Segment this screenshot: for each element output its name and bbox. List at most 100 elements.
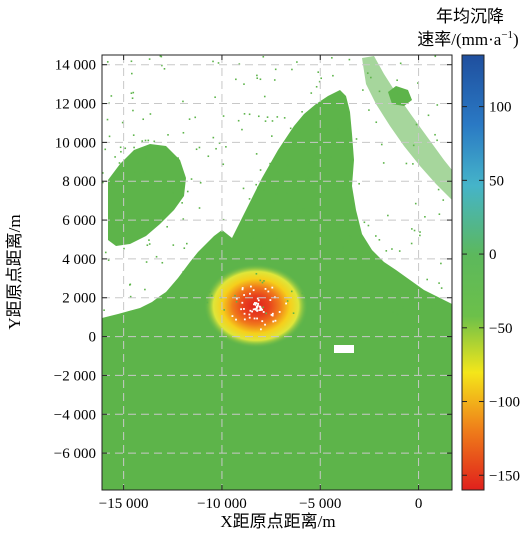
speckle-point <box>118 162 121 164</box>
speckle-point <box>249 309 252 312</box>
speckle-point <box>177 157 179 159</box>
speckle-point <box>298 131 301 134</box>
data-coverage-region <box>108 144 186 246</box>
speckle-point <box>261 320 264 323</box>
speckle-point <box>249 292 251 295</box>
speckle-point <box>243 113 246 115</box>
speckle-point <box>273 200 276 203</box>
speckle-point <box>313 159 315 162</box>
speckle-point <box>274 68 277 71</box>
speckle-point <box>145 261 148 263</box>
speckle-point <box>248 198 251 200</box>
speckle-point <box>160 55 163 58</box>
speckle-point <box>114 156 116 158</box>
speckle-point <box>315 85 318 88</box>
speckle-point <box>134 183 137 186</box>
speckle-point <box>317 71 320 73</box>
speckle-point <box>348 58 351 61</box>
speckle-point <box>235 300 238 303</box>
speckle-point <box>259 308 262 311</box>
speckle-point <box>419 231 421 233</box>
speckle-point <box>337 96 339 98</box>
speckle-point <box>258 309 261 312</box>
speckle-point <box>190 178 193 180</box>
speckle-point <box>215 147 217 150</box>
speckle-point <box>363 280 365 283</box>
speckle-point <box>311 157 314 160</box>
speckle-point <box>257 186 259 189</box>
speckle-point <box>265 312 268 315</box>
speckle-point <box>144 288 146 291</box>
speckle-point <box>195 148 198 151</box>
speckle-point <box>391 248 393 250</box>
speckle-point <box>440 262 442 265</box>
colorbar-tick-label: −50 <box>489 321 512 337</box>
speckle-point <box>252 237 254 239</box>
y-tick-label: 12 000 <box>55 97 96 113</box>
speckle-point <box>139 184 142 186</box>
speckle-point <box>251 310 253 313</box>
speckle-point <box>148 58 151 60</box>
speckle-point <box>424 216 426 218</box>
speckle-point <box>235 78 237 81</box>
speckle-point <box>368 109 370 111</box>
speckle-point <box>194 116 197 119</box>
speckle-point <box>248 113 251 116</box>
speckle-point <box>132 91 135 94</box>
y-tick-label: 0 <box>89 330 97 346</box>
speckle-point <box>252 308 255 311</box>
speckle-point <box>273 79 276 81</box>
speckle-point <box>434 55 437 58</box>
speckle-point <box>237 119 240 122</box>
speckle-point <box>110 95 113 97</box>
plot-area <box>102 55 452 490</box>
speckle-point <box>211 267 213 270</box>
speckle-point <box>296 61 298 63</box>
speckle-point <box>253 303 255 306</box>
speckle-point <box>106 118 109 121</box>
speckle-point <box>256 309 259 312</box>
y-tick-label: 14 000 <box>55 58 96 74</box>
speckle-point <box>399 62 402 65</box>
speckle-point <box>307 169 309 172</box>
speckle-point <box>222 163 225 166</box>
speckle-point <box>293 140 296 143</box>
colorbar-tick-label: −100 <box>489 395 520 411</box>
speckle-point <box>242 187 245 190</box>
speckle-point <box>205 314 207 317</box>
speckle-point <box>103 309 105 311</box>
speckle-point <box>338 98 341 101</box>
speckle-point <box>258 305 261 308</box>
speckle-point <box>102 181 104 184</box>
speckle-point <box>340 223 342 225</box>
speckle-point <box>104 251 107 254</box>
speckle-point <box>352 221 355 223</box>
speckle-point <box>145 156 147 159</box>
speckle-point <box>129 284 131 286</box>
speckle-point <box>240 308 242 311</box>
speckle-point <box>263 280 265 282</box>
speckle-point <box>283 117 286 119</box>
y-axis-label: Y距原点距离/m <box>5 214 24 329</box>
speckle-point <box>289 270 292 273</box>
speckle-point <box>149 113 152 115</box>
speckle-point <box>375 235 377 237</box>
speckle-point <box>290 290 293 293</box>
speckle-point <box>253 229 255 231</box>
speckle-point <box>267 290 270 293</box>
speckle-point <box>186 301 188 304</box>
speckle-point <box>298 181 300 184</box>
speckle-point <box>107 259 110 262</box>
speckle-point <box>253 302 256 304</box>
speckle-point <box>337 131 340 134</box>
speckle-point <box>141 140 144 142</box>
speckle-point <box>302 208 305 211</box>
speckle-point <box>413 229 416 232</box>
speckle-point <box>256 74 258 77</box>
data-coverage-region <box>388 86 412 106</box>
speckle-point <box>436 104 439 106</box>
speckle-point <box>260 328 262 331</box>
y-tick-label: 2 000 <box>62 291 96 307</box>
speckle-point <box>382 162 385 164</box>
speckle-point <box>218 142 221 144</box>
